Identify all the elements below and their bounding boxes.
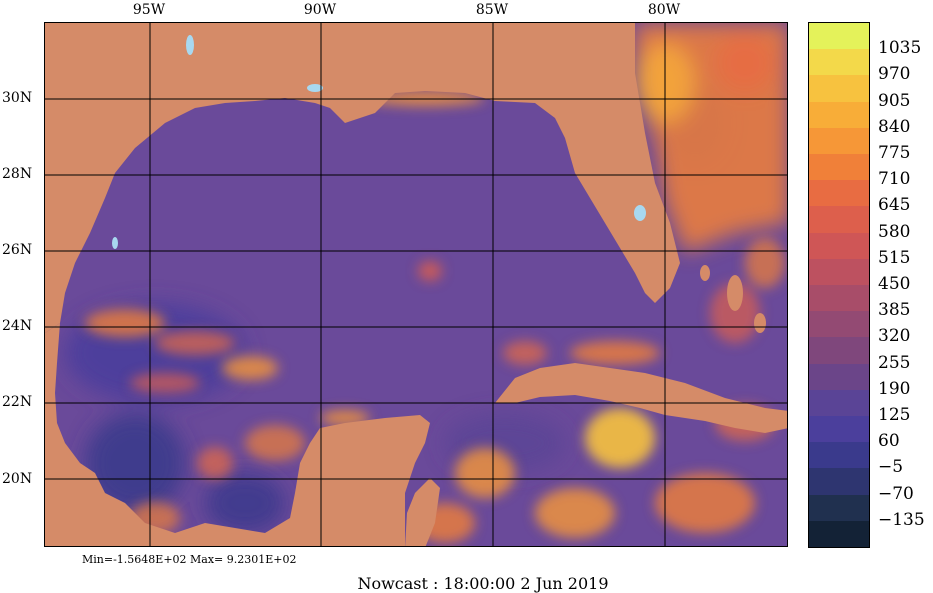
colorbar-swatch [809,494,869,522]
nowcast-timestamp: Nowcast : 18:00:00 2 Jun 2019 [357,574,609,593]
ocean-field-patches [65,83,725,533]
lon-label-80w: 80W [647,2,681,18]
colorbar-swatch [809,180,869,207]
colorbar-swatch [809,232,869,260]
colorbar-swatch [809,337,869,365]
colorbar-level-label: 385 [878,300,911,321]
colorbar-swatch [809,258,869,286]
land-mexico [45,323,430,546]
lon-label-95w: 95W [132,2,166,18]
colorbar [808,22,870,548]
colorbar-level-label: −70 [878,483,914,504]
lat-label-20n: 20N [2,471,33,487]
colorbar-swatch [809,311,869,338]
colorbar-swatch [809,101,869,129]
land-cuba [495,363,787,433]
colorbar-level-label: 60 [878,431,900,452]
land-north-america [45,23,680,333]
land-bahamas [700,265,766,333]
colorbar-level-label: 905 [878,90,911,111]
colorbar-swatch [809,442,869,469]
lakes [112,35,646,249]
lon-label-90w: 90W [303,2,337,18]
colorbar-level-label: 710 [878,169,911,190]
colorbar-level-label: 320 [878,326,911,347]
colorbar-level-label: 515 [878,247,911,268]
colorbar-level-label: −135 [878,509,925,530]
lon-label-85w: 85W [475,2,509,18]
colorbar-swatch [809,468,869,496]
colorbar-swatch [809,389,869,417]
colorbar-level-label: 580 [878,221,911,242]
map-canvas [45,23,787,546]
colorbar-swatch [809,363,869,391]
colorbar-level-label: 1035 [878,38,922,59]
colorbar-swatch [809,49,869,76]
colorbar-level-label: −5 [878,457,904,478]
colorbar-level-label: 125 [878,405,911,425]
colorbar-level-label: 970 [878,64,911,85]
colorbar-level-label: 775 [878,143,911,163]
colorbar-swatch [809,75,869,103]
lat-label-28n: 28N [2,166,33,182]
colorbar-swatch [809,206,869,234]
min-max-readout: Min=-1.5648E+02 Max= 9.2301E+02 [82,553,297,566]
colorbar-level-label: 645 [878,195,911,216]
lat-label-30n: 30N [2,90,33,106]
colorbar-level-label: 255 [878,352,911,373]
colorbar-level-label: 450 [878,274,911,294]
land-central-america [405,478,440,546]
colorbar-swatch [809,416,869,443]
lat-label-24n: 24N [2,318,33,334]
graticule [45,23,787,546]
colorbar-swatch [809,285,869,312]
colorbar-swatch [809,520,869,548]
lat-label-26n: 26N [2,242,33,258]
map-panel [44,22,788,547]
colorbar-level-label: 840 [878,116,911,137]
colorbar-swatch [809,154,869,181]
colorbar-swatch [809,23,869,50]
colorbar-level-label: 190 [878,378,911,399]
lat-label-22n: 22N [2,394,33,410]
colorbar-swatch [809,127,869,155]
